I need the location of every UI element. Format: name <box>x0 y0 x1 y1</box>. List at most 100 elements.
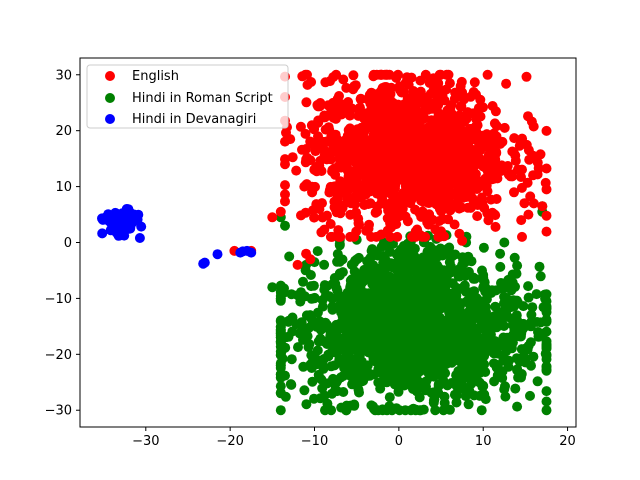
data-point <box>525 390 535 401</box>
data-point <box>383 326 394 337</box>
data-point <box>326 405 337 416</box>
series-0 <box>229 69 552 270</box>
data-point <box>387 304 398 315</box>
data-point <box>302 79 313 90</box>
legend-marker-english <box>105 71 115 81</box>
series-1 <box>267 201 552 416</box>
data-point <box>495 138 506 149</box>
data-point <box>275 405 286 416</box>
data-point <box>495 261 506 272</box>
data-point <box>373 405 384 416</box>
data-point <box>478 102 488 113</box>
data-point <box>283 331 294 342</box>
data-point <box>376 378 386 389</box>
data-point <box>300 128 311 139</box>
data-point <box>311 199 322 210</box>
data-point <box>344 154 355 165</box>
data-point <box>527 302 538 313</box>
data-point <box>397 175 408 185</box>
data-point <box>526 116 537 127</box>
data-point <box>350 315 361 326</box>
data-point <box>523 281 534 292</box>
data-point <box>394 81 405 92</box>
data-point <box>487 207 498 218</box>
data-point <box>524 154 535 165</box>
data-point <box>418 256 429 267</box>
data-point <box>281 127 291 138</box>
data-point <box>349 399 360 410</box>
data-point <box>501 346 512 357</box>
data-point <box>450 249 461 260</box>
data-point <box>535 271 546 282</box>
data-point <box>309 212 320 223</box>
data-point <box>417 107 428 118</box>
data-point <box>212 249 223 260</box>
data-point <box>429 180 439 191</box>
data-point <box>458 255 469 266</box>
data-point <box>462 286 473 297</box>
series-2 <box>97 204 257 269</box>
data-point <box>523 292 534 303</box>
data-point <box>331 337 341 348</box>
data-point <box>510 150 521 161</box>
data-point <box>360 189 371 200</box>
data-point <box>469 77 480 88</box>
data-point <box>422 332 433 343</box>
data-point <box>305 254 316 265</box>
data-point <box>384 401 395 412</box>
data-point <box>392 231 403 242</box>
data-point <box>403 133 414 144</box>
data-point <box>350 80 361 91</box>
data-point <box>291 165 302 176</box>
data-point <box>433 159 443 170</box>
data-point <box>520 353 531 364</box>
data-point <box>368 280 379 291</box>
data-point <box>444 78 455 89</box>
data-point <box>314 101 325 112</box>
data-point <box>493 311 504 322</box>
data-point <box>425 88 436 99</box>
data-point <box>287 152 298 163</box>
data-point <box>534 261 545 272</box>
data-point <box>387 97 398 108</box>
data-point <box>436 226 446 237</box>
data-point <box>444 242 455 253</box>
data-point <box>384 246 395 257</box>
data-point <box>294 290 305 301</box>
data-point <box>113 224 124 234</box>
y-tick-label: 0 <box>64 236 72 251</box>
data-point <box>322 378 333 389</box>
data-point <box>462 202 473 213</box>
data-point <box>480 301 491 312</box>
data-point <box>424 195 435 206</box>
data-point <box>284 251 295 262</box>
data-point <box>492 360 503 370</box>
data-point <box>479 202 490 213</box>
data-point <box>424 209 435 220</box>
data-point <box>471 178 482 189</box>
data-point <box>306 293 317 304</box>
data-point <box>470 169 481 179</box>
data-point <box>451 397 462 408</box>
data-point <box>381 142 392 153</box>
data-point <box>531 289 542 300</box>
data-point <box>334 268 345 279</box>
data-point <box>407 231 417 242</box>
data-point <box>366 179 377 189</box>
data-point <box>541 336 552 347</box>
data-point <box>340 137 351 148</box>
data-point <box>430 405 441 416</box>
data-point <box>456 171 467 182</box>
legend-marker-hindi-roman <box>105 93 115 103</box>
data-point <box>379 277 390 288</box>
data-point <box>491 194 502 204</box>
data-point <box>490 221 501 232</box>
data-point <box>430 313 441 323</box>
data-point <box>333 183 343 194</box>
data-point <box>410 275 421 285</box>
data-point <box>334 200 345 211</box>
data-point <box>383 363 394 374</box>
data-point <box>457 235 468 246</box>
data-point <box>338 74 349 85</box>
data-point <box>454 336 465 347</box>
